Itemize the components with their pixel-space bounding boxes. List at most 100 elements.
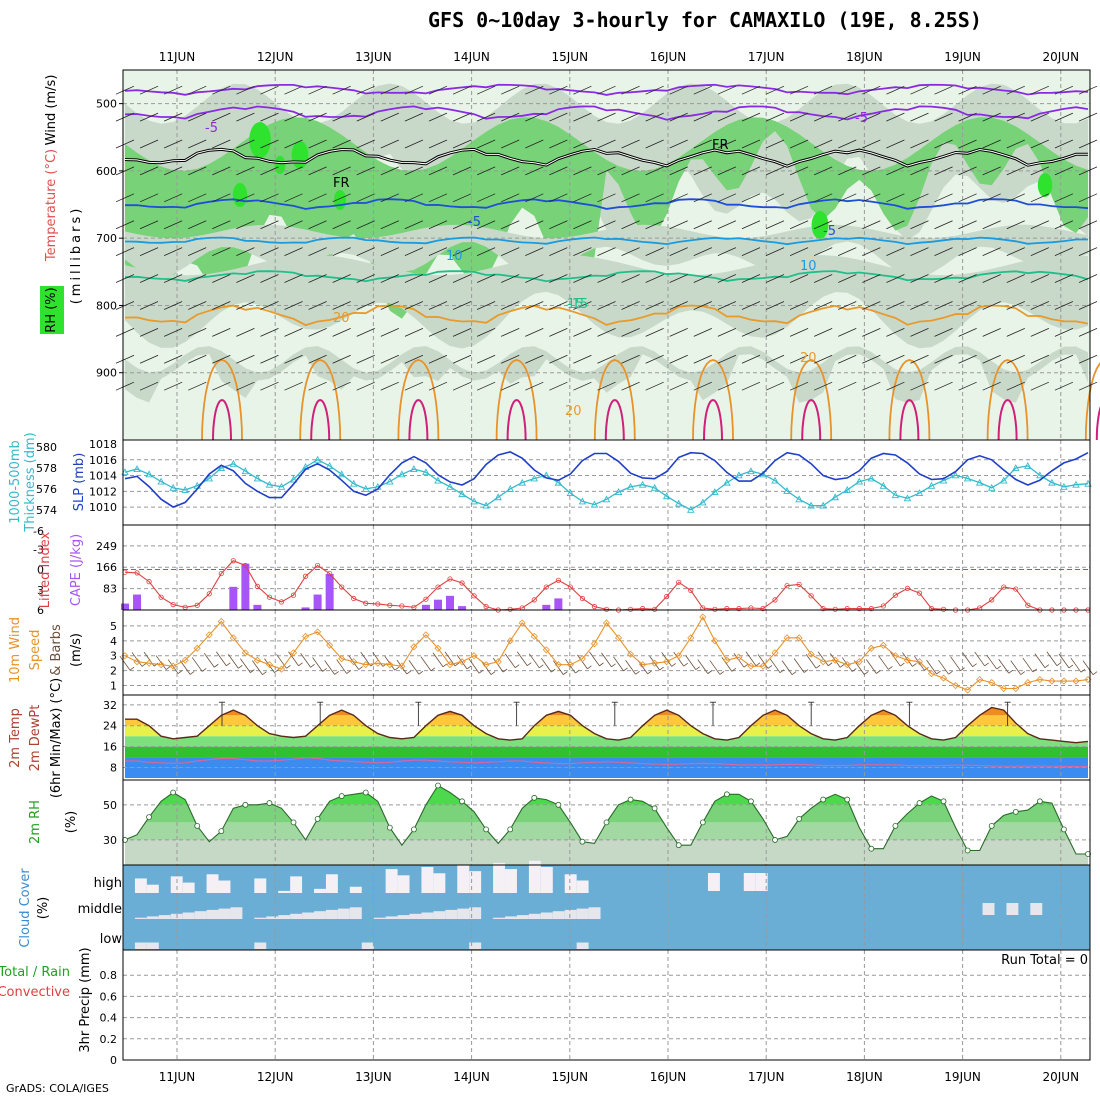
- wind-barb: [934, 354, 953, 364]
- wind-barb: [573, 166, 592, 176]
- cloud-high-cell: [254, 878, 267, 893]
- wind-barb: [741, 166, 761, 176]
- isotherm-25: [888, 359, 931, 441]
- wind-barb: [163, 112, 183, 122]
- wind-barb: [926, 659, 937, 675]
- wind-barb: [260, 354, 279, 364]
- wind-speed-point: [675, 652, 683, 660]
- wind-barb: [252, 660, 263, 675]
- wind-barb: [645, 301, 664, 310]
- wind-barb: [910, 301, 929, 310]
- date-label: 19JUN: [944, 1070, 981, 1084]
- wind-barb-flag: [478, 669, 484, 674]
- rh-point: [555, 801, 562, 808]
- wind-barb: [372, 652, 384, 667]
- rh-point: [314, 815, 321, 822]
- wind-speed-point: [783, 634, 791, 642]
- wind-barb: [910, 327, 929, 337]
- wind-barb: [163, 193, 183, 203]
- cloud-middle-cell: [349, 907, 362, 919]
- wind-barb-flag: [250, 669, 255, 673]
- lifted-point: [832, 606, 838, 612]
- wind-barb: [765, 85, 785, 95]
- date-label: 11JUN: [159, 1070, 196, 1084]
- wind-barb: [765, 193, 785, 203]
- isotherm-30: [703, 398, 723, 441]
- wind-barb: [139, 327, 159, 337]
- wind-barb: [645, 112, 664, 122]
- wind-barb: [1030, 247, 1050, 257]
- wind-barb: [1006, 354, 1025, 364]
- wind-speed-point: [530, 632, 538, 640]
- wind-speed-point: [819, 658, 827, 666]
- wind-barb: [501, 139, 520, 149]
- wind-barb: [717, 193, 737, 203]
- wind-barb: [428, 139, 448, 149]
- wind-barb: [1078, 193, 1098, 203]
- lifted-point: [676, 579, 682, 585]
- wind-barb: [1054, 139, 1074, 149]
- thickness-point: [494, 493, 502, 501]
- rh-point: [916, 800, 923, 806]
- lifted-tick: 0: [37, 564, 44, 577]
- isotherm-25: [299, 359, 342, 441]
- rh-peak: [274, 156, 286, 174]
- wind-barb: [950, 656, 961, 671]
- thickness-point: [819, 501, 827, 509]
- rh-point: [218, 828, 225, 835]
- cloud-middle-cell: [194, 911, 207, 919]
- wind-speed-point: [374, 659, 382, 667]
- wind-barb: [597, 247, 616, 257]
- cloud-high-cell: [325, 874, 338, 893]
- cloud-high-cell: [493, 862, 506, 893]
- cloud-middle-cell: [254, 917, 267, 919]
- wind-barb: [501, 301, 520, 310]
- thickness-point: [771, 476, 779, 484]
- wind-barb: [476, 247, 496, 257]
- rh-point: [964, 847, 971, 854]
- wind-barb-flag: [418, 670, 424, 675]
- wind-barb: [332, 166, 351, 176]
- wind-barb: [404, 220, 424, 230]
- wind-barb: [814, 274, 833, 283]
- wind-barb: [982, 112, 1001, 122]
- panel-label: 1000-500mb: [8, 440, 23, 524]
- cape-bar: [542, 604, 551, 610]
- cloud-high-cell: [349, 886, 362, 893]
- wind-barb: [814, 112, 833, 122]
- isotherm-label: 10: [446, 249, 463, 264]
- wind-barb: [260, 112, 279, 122]
- wind-barb: [1054, 193, 1074, 203]
- wind-speed-point: [663, 658, 671, 666]
- temp-tick: 8: [110, 762, 117, 775]
- wind-barb: [862, 274, 881, 283]
- wind-barb-flag: [743, 663, 749, 668]
- cloud-row-label: low: [100, 932, 123, 947]
- wind-barb: [741, 112, 761, 122]
- wind-barb: [284, 85, 303, 95]
- wind-barb: [573, 381, 592, 391]
- wind-barb: [501, 247, 520, 257]
- precip-panel: 0 0.2 0.4 0.6 0.8 Total / Rain Convective 3hr P…: [0, 947, 1091, 1067]
- cape-bar: [301, 607, 310, 610]
- rh-peak: [291, 141, 309, 169]
- wind-barb: [356, 274, 375, 283]
- wind-barb: [139, 247, 159, 257]
- thickness-point: [1048, 478, 1056, 486]
- wind-barb: [645, 139, 664, 149]
- wind-barb: [589, 651, 600, 667]
- wind-barb-flag: [274, 669, 279, 673]
- wind-barb: [910, 112, 929, 122]
- thickness-point: [313, 455, 322, 463]
- wind-barb: [1078, 166, 1098, 176]
- wind-barb: [356, 166, 375, 176]
- isotherm-label: FR: [712, 138, 729, 153]
- wind-barb: [934, 220, 953, 230]
- wind-barb: [914, 656, 925, 671]
- lifted-index-line: [124, 560, 1088, 611]
- wind-barb: [741, 301, 761, 310]
- rh-point: [868, 845, 875, 852]
- thickness-point: [205, 474, 214, 482]
- wind-barb-flag: [791, 671, 797, 675]
- thickness-point: [795, 495, 803, 503]
